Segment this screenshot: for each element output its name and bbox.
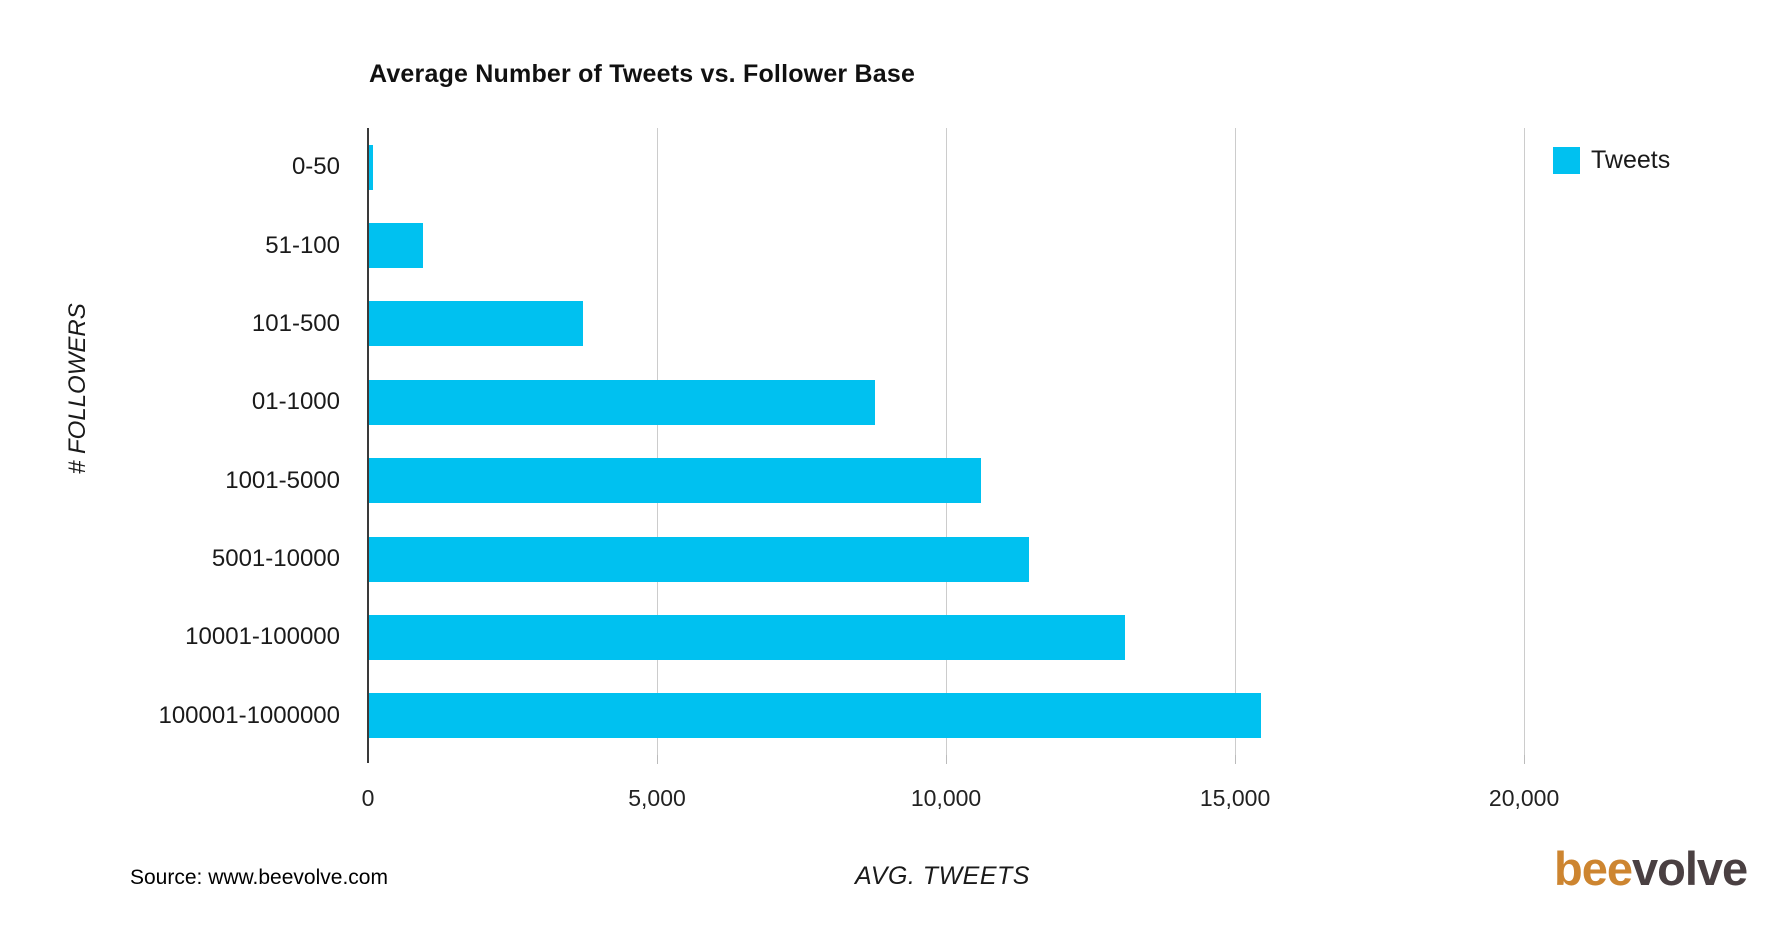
y-axis-label: 10001-100000 bbox=[185, 623, 340, 651]
x-tick-label: 5,000 bbox=[628, 785, 686, 811]
bar-row bbox=[368, 520, 1690, 598]
y-axis-label: 1001-5000 bbox=[225, 466, 340, 494]
y-label-row: 5001-10000 bbox=[0, 520, 340, 598]
gridline bbox=[1235, 128, 1237, 755]
y-label-row: 10001-100000 bbox=[0, 598, 340, 676]
gridline bbox=[1524, 128, 1526, 755]
bar-row bbox=[368, 442, 1690, 520]
chart-title: Average Number of Tweets vs. Follower Ba… bbox=[369, 60, 916, 88]
y-axis-labels: 0-50 51-100 101-500 01-1000 1001-5000 5001-10… bbox=[0, 128, 340, 755]
plot-area bbox=[367, 128, 1690, 764]
bar bbox=[368, 458, 981, 504]
y-label-row: 101-500 bbox=[0, 285, 340, 363]
legend-label: Tweets bbox=[1591, 146, 1671, 174]
source-text: Source: www.beevolve.com bbox=[130, 866, 388, 889]
bars-container bbox=[368, 128, 1690, 755]
bar-row bbox=[368, 598, 1690, 676]
y-axis-line bbox=[367, 128, 369, 763]
gridline bbox=[946, 128, 948, 755]
bar bbox=[368, 223, 423, 269]
x-tick bbox=[946, 755, 948, 764]
gridline bbox=[657, 128, 659, 755]
y-axis-label: 51-100 bbox=[265, 231, 340, 259]
bar-row bbox=[368, 677, 1690, 755]
y-axis-label: 01-1000 bbox=[251, 388, 340, 416]
x-tick-label: 20,000 bbox=[1488, 785, 1560, 811]
y-label-row: 1001-5000 bbox=[0, 442, 340, 520]
x-tick-label: 15,000 bbox=[1199, 785, 1271, 811]
x-tick bbox=[1235, 755, 1237, 764]
x-tick-label: 10,000 bbox=[910, 785, 982, 811]
legend-swatch bbox=[1553, 147, 1580, 174]
x-tick bbox=[657, 755, 659, 764]
y-label-row: 51-100 bbox=[0, 206, 340, 284]
y-axis-title: # FOLLOWERS bbox=[64, 303, 91, 474]
y-label-row: 01-1000 bbox=[0, 363, 340, 441]
y-axis-label: 0-50 bbox=[291, 153, 340, 181]
y-label-row: 100001-1000000 bbox=[0, 677, 340, 755]
bar bbox=[368, 614, 1126, 660]
logo-volve: volve bbox=[1632, 842, 1748, 895]
y-label-row: 0-50 bbox=[0, 128, 340, 206]
bar-row bbox=[368, 363, 1690, 441]
logo-bee: bee bbox=[1554, 842, 1633, 895]
bar-row bbox=[368, 285, 1690, 363]
legend: Tweets bbox=[1553, 146, 1670, 175]
bar-row bbox=[368, 128, 1690, 206]
bar-row bbox=[368, 206, 1690, 284]
bar bbox=[368, 693, 1262, 739]
x-tick-label: 0 bbox=[361, 785, 375, 811]
brand-logo: beevolve bbox=[1554, 842, 1748, 895]
x-axis-title: AVG. TWEETS bbox=[855, 862, 1030, 890]
y-axis-label: 5001-10000 bbox=[211, 545, 340, 573]
bar bbox=[368, 301, 584, 347]
x-tick bbox=[1524, 755, 1526, 764]
x-tick-labels: 0 5,000 10,000 15,000 20,000 bbox=[362, 785, 1690, 819]
bar bbox=[368, 536, 1030, 582]
bar bbox=[368, 144, 373, 190]
y-axis-label: 100001-1000000 bbox=[158, 701, 340, 729]
y-axis-label: 101-500 bbox=[251, 309, 340, 337]
bar bbox=[368, 379, 875, 425]
